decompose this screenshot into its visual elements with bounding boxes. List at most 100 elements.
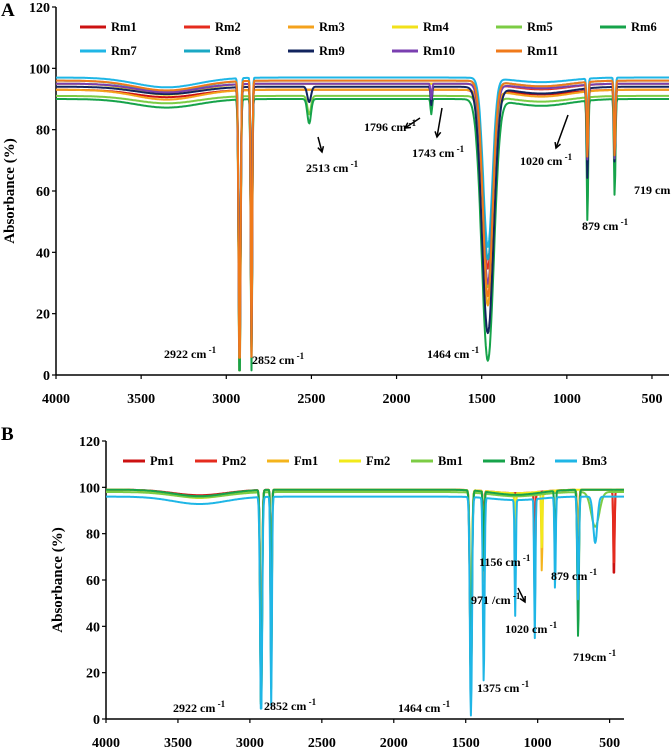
legend-label-rm10: Rm10: [423, 44, 455, 58]
annotation-1020: 1020 cm -1: [520, 152, 573, 168]
annotation-arrowhead-1020: [554, 141, 561, 150]
annotation-arrowhead-971: [519, 595, 526, 604]
panel-a-x-tick-label: 3000: [212, 392, 240, 407]
legend-label-pm2: Pm2: [222, 454, 246, 468]
legend-label-bm1: Bm1: [438, 454, 463, 468]
legend-label-bm3: Bm3: [582, 454, 607, 468]
panel-b-annotations: 2922 cm -1 2852 cm -1 1464 cm -1 1375 cm -1…: [173, 553, 617, 715]
legend-label-rm2: Rm2: [215, 20, 241, 34]
annotation-arrow-1020: [555, 114, 569, 149]
panel-a-x-tick-label: 1000: [553, 392, 581, 407]
panel-b-x-tick-label: 2500: [308, 736, 336, 750]
annotation-2922: 2922 cm -1: [173, 699, 226, 715]
panel-a-legend: Rm1 Rm2 Rm3 Rm4 Rm5 Rm6 Rm7 Rm8 Rm9 Rm10 Rm11: [80, 20, 657, 58]
panel-b: Absorbance (%) Pm1 Pm2 Fm1 Fm2 Bm1 Bm2 Bm3 0 20…: [50, 435, 625, 750]
series-line-bm2: [105, 488, 625, 705]
annotation-1743: 1743 cm -1: [412, 144, 465, 160]
panel-b-y-tick-label: 0: [93, 713, 100, 728]
annotation-879: 879 cm -1: [582, 217, 629, 233]
panel-a-y-tick-label: 80: [36, 124, 50, 139]
legend-label-rm4: Rm4: [423, 20, 449, 34]
annotation-2922: 2922 cm -1: [164, 345, 217, 361]
panel-b-y-tick-label: 20: [86, 667, 100, 682]
legend-label-rm7: Rm7: [111, 44, 137, 58]
panel-label-a: A: [1, 0, 15, 21]
annotation-1156: 1156 cm -1: [479, 553, 531, 569]
annotation-arrow-1796: [404, 117, 421, 129]
panel-a-y-tick-label: 100: [29, 62, 50, 77]
legend-label-fm2: Fm2: [366, 454, 390, 468]
annotation-1464: 1464 cm -1: [427, 345, 480, 361]
panel-a-series: [55, 76, 670, 372]
panel-a: Absorbance (%) Rm1 Rm2 Rm3 Rm4 Rm5 Rm6 Rm7 Rm8 R…: [2, 1, 671, 407]
annotation-719: 719 cm -1: [634, 181, 671, 197]
legend-label-rm8: Rm8: [215, 44, 241, 58]
legend-label-rm6: Rm6: [631, 20, 657, 34]
legend-label-pm1: Pm1: [150, 454, 174, 468]
annotation-2852: 2852 cm -1: [264, 697, 317, 713]
panel-b-y-label: Absorbance (%): [50, 527, 66, 632]
series-line-rm11: [55, 79, 670, 359]
panel-a-x-tick-label: 2000: [383, 392, 411, 407]
panel-a-x-tick-label: 2500: [297, 392, 325, 407]
panel-b-x-tick-label: 500: [599, 736, 620, 750]
series-line-pm1: [105, 488, 625, 686]
panel-b-y-tick-label: 60: [86, 574, 100, 589]
panel-a-y-tick-label: 0: [43, 369, 50, 384]
annotation-arrow-1743: [436, 107, 443, 138]
annotation-arrowhead-1743: [434, 131, 442, 139]
series-line-rm8: [55, 79, 670, 356]
series-line-fm2: [105, 488, 625, 690]
annotation-arrow-2513: [317, 136, 323, 153]
annotation-2852: 2852 cm -1: [252, 351, 305, 367]
panel-b-legend: Pm1 Pm2 Fm1 Fm2 Bm1 Bm2 Bm3: [123, 454, 607, 468]
annotation-arrowhead-2513: [317, 145, 325, 154]
series-line-rm9: [55, 85, 670, 349]
panel-b-y-tick-label: 80: [86, 528, 100, 543]
panel-a-y-tick-label: 120: [29, 1, 50, 16]
annotation-719: 719cm -1: [573, 648, 617, 664]
annotation-879: 879 cm -1: [551, 567, 598, 583]
panel-a-y-tick-label: 60: [36, 185, 50, 200]
panel-a-ticks: 0 20 40 60 80 100 120 4000 3500 3000 2500 2000 1500 1…: [29, 1, 662, 407]
panel-a-x-tick-label: 500: [641, 392, 662, 407]
panel-b-x-tick-label: 1000: [524, 736, 552, 750]
series-line-rm4: [55, 82, 670, 360]
annotation-arrowhead-1796: [403, 122, 412, 129]
series-line-bm1: [105, 491, 625, 703]
legend-label-fm1: Fm1: [294, 454, 318, 468]
legend-label-rm5: Rm5: [527, 20, 553, 34]
annotation-arrow-971: [517, 587, 526, 603]
series-line-rm2: [55, 82, 670, 361]
series-line-rm1: [55, 88, 670, 355]
panel-b-x-tick-label: 1500: [452, 736, 480, 750]
panel-b-y-tick-label: 100: [79, 481, 100, 496]
panel-b-x-tick-label: 4000: [92, 736, 120, 750]
series-line-rm3: [55, 88, 670, 372]
annotation-2513: 2513 cm -1: [306, 159, 359, 175]
panel-a-y-tick-label: 20: [36, 308, 50, 323]
series-line-pm2: [105, 488, 625, 690]
panel-a-y-tick-label: 40: [36, 246, 50, 261]
panel-b-x-tick-label: 3500: [164, 736, 192, 750]
panel-a-x-tick-label: 1500: [468, 392, 496, 407]
series-line-rm7: [55, 76, 670, 349]
legend-label-rm1: Rm1: [111, 20, 137, 34]
series-line-bm3: [105, 495, 625, 717]
legend-label-rm3: Rm3: [319, 20, 345, 34]
panel-label-b: B: [1, 424, 14, 445]
legend-label-rm9: Rm9: [319, 44, 345, 58]
panel-b-x-tick-label: 2000: [380, 736, 408, 750]
annotation-971: 971 /cm -1: [471, 591, 521, 607]
panel-a-x-tick-label: 3500: [127, 392, 155, 407]
series-line-rm5: [55, 94, 670, 357]
panel-b-ticks: 0 20 40 60 80 100 120 4000 3500 3000 2500 2000 1500 1…: [79, 435, 620, 750]
series-line-rm6: [55, 98, 670, 372]
annotation-1464: 1464 cm -1: [398, 699, 451, 715]
panel-b-x-tick-label: 3000: [236, 736, 264, 750]
legend-label-bm2: Bm2: [510, 454, 535, 468]
panel-a-y-label: Absorbance (%): [2, 138, 18, 243]
